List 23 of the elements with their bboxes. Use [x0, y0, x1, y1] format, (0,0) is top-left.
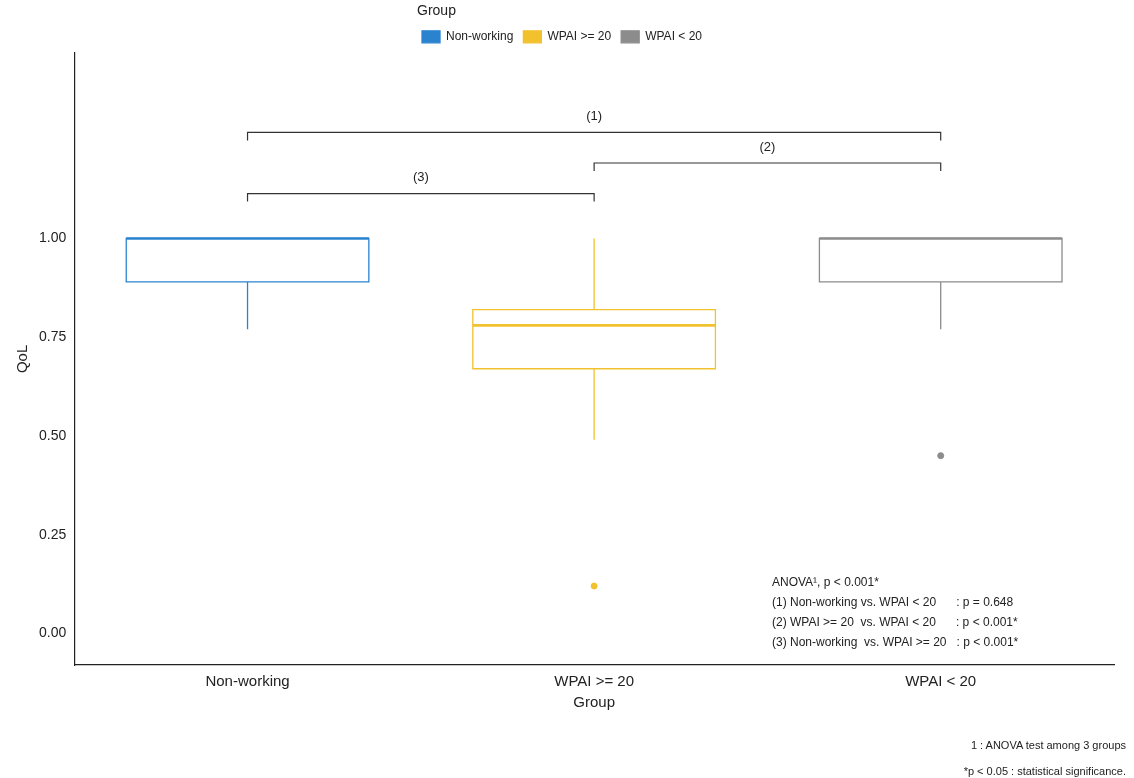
x-tick-label: Non-working — [205, 672, 290, 690]
y-tick-label: 0.50 — [39, 426, 67, 443]
annotation: (2) WPAI >= 20 vs. WPAI < 20 : p < 0.001* — [772, 615, 1018, 630]
legend-label: WPAI >= 20 — [547, 29, 612, 44]
annotation: (1) — [586, 107, 603, 123]
y-tick-label: 0.25 — [39, 525, 67, 542]
y-tick-label: 0.75 — [39, 328, 67, 345]
y-axis-title: QoL — [13, 344, 31, 374]
text: 1 : ANOVA test among 3 groups — [970, 739, 1127, 752]
legend-label: WPAI < 20 — [645, 29, 703, 44]
y-tick-label: 1.00 — [39, 229, 67, 246]
legend-label: Non-working — [446, 29, 514, 44]
annotation: (3) — [412, 169, 429, 185]
y-tick-label: 0.00 — [39, 624, 67, 641]
x-tick-label: WPAI < 20 — [905, 672, 977, 690]
text: *p < 0.05 : statistical significance. — [963, 765, 1126, 778]
annotation: (3) Non-working vs. WPAI >= 20 : p < 0.001* — [772, 635, 1019, 650]
annotation: (1) Non-working vs. WPAI < 20 : p = 0.648 — [772, 595, 1014, 610]
annotation: ANOVA¹, p < 0.001* — [772, 575, 880, 590]
legend-title: Group — [417, 1, 457, 18]
annotation: (2) — [759, 138, 776, 154]
x-tick-label: WPAI >= 20 — [554, 672, 635, 690]
x-axis-title: Group — [573, 693, 615, 711]
